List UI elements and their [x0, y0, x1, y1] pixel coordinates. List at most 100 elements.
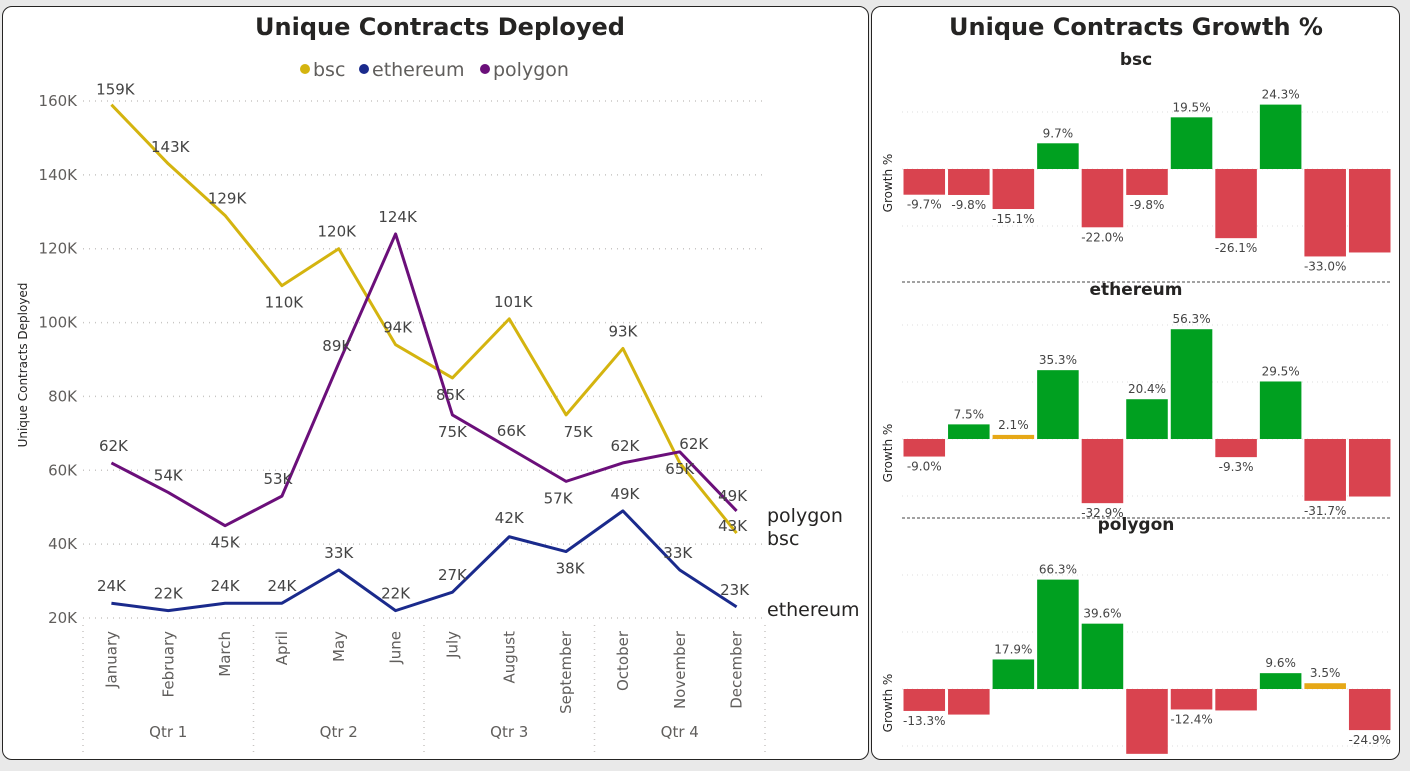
growth-bar[interactable]	[1081, 169, 1124, 228]
growth-panels: bsc Growth % -9.7% -9.8% -15.1% 9.7% -22.0% -9.…	[881, 50, 1392, 760]
growth-bar[interactable]	[992, 659, 1035, 689]
growth-bar-label: 2.1%	[998, 418, 1029, 432]
growth-bar-label: 24.3%	[1262, 88, 1300, 102]
data-label-bsc: 75K	[564, 423, 594, 441]
growth-bar[interactable]	[1348, 439, 1391, 497]
growth-bar[interactable]	[1259, 104, 1302, 169]
growth-bar[interactable]	[1126, 169, 1168, 195]
series-end-labels: bsc ethereum polygon	[767, 505, 860, 621]
growth-bar[interactable]	[992, 434, 1035, 439]
growth-panel-ethereum: ethereum Growth % -9.0% 7.5% 2.1% 35.3% -32.9%…	[881, 280, 1392, 520]
growth-bar[interactable]	[1304, 439, 1346, 501]
data-label-bsc: 143K	[151, 138, 191, 156]
growth-bar[interactable]	[1215, 689, 1257, 711]
y-tick-label: 120K	[39, 240, 79, 258]
data-label-polygon: 62K	[99, 437, 129, 455]
x-tick-label: May	[330, 631, 348, 662]
series-line-polygon[interactable]	[110, 232, 738, 528]
data-label-polygon: 124K	[378, 208, 418, 226]
series-line-bsc[interactable]	[110, 103, 738, 535]
growth-bar-label: 19.5%	[1172, 100, 1210, 114]
growth-bar[interactable]	[1037, 370, 1079, 439]
x-tick-label: July	[443, 631, 461, 659]
growth-bar-label: -9.7%	[907, 198, 942, 212]
growth-bar-label: 35.3%	[1039, 353, 1077, 367]
growth-bar[interactable]	[1304, 169, 1346, 257]
growth-bar-label: -15.1%	[992, 212, 1034, 226]
growth-bar-label: 39.6%	[1083, 607, 1121, 621]
data-label-bsc: 110K	[265, 294, 305, 312]
data-label-polygon: 66K	[497, 422, 527, 440]
growth-bar-label: -24.9%	[1349, 733, 1391, 747]
growth-bar[interactable]	[1215, 169, 1257, 239]
growth-bar[interactable]	[1037, 143, 1079, 169]
growth-bar[interactable]	[1348, 689, 1391, 731]
legend: bsc ethereum polygon	[300, 59, 569, 81]
growth-bar-label: 3.5%	[1310, 666, 1341, 680]
legend-ethereum-marker	[359, 64, 369, 74]
x-tick-label: October	[614, 630, 632, 691]
growth-axis-title: Growth %	[881, 674, 895, 733]
y-tick-label: 80K	[48, 387, 78, 405]
growth-axis-title: Growth %	[881, 154, 895, 213]
growth-bar[interactable]	[1170, 689, 1213, 710]
data-label-polygon: 57K	[544, 489, 574, 507]
legend-bsc[interactable]: bsc	[313, 59, 345, 81]
legend-polygon[interactable]: polygon	[493, 59, 569, 81]
data-label-ethereum: 27K	[438, 566, 468, 584]
growth-bar[interactable]	[1348, 169, 1391, 253]
growth-bar[interactable]	[1304, 683, 1346, 689]
series-line-ethereum[interactable]	[111, 509, 738, 613]
data-label-ethereum: 33K	[324, 544, 354, 562]
data-label-ethereum: 23K	[720, 581, 750, 599]
growth-bar-label: -22.0%	[1081, 230, 1123, 244]
growth-bar[interactable]	[948, 689, 990, 715]
growth-bar[interactable]	[1215, 439, 1257, 458]
growth-bar[interactable]	[1170, 329, 1213, 439]
x-axis: January February March April May June July Augu…	[82, 625, 766, 752]
growth-panel-bsc: bsc Growth % -9.7% -9.8% -15.1% 9.7% -22.0% -9.…	[881, 50, 1392, 283]
data-label-polygon: 62K	[610, 437, 640, 455]
data-label-bsc: 94K	[383, 319, 413, 337]
growth-bar-label: -33.0%	[1304, 259, 1346, 273]
legend-ethereum[interactable]: ethereum	[372, 59, 465, 81]
data-label-bsc: 101K	[494, 293, 534, 311]
growth-bar[interactable]	[1170, 117, 1213, 169]
growth-bar[interactable]	[992, 169, 1035, 210]
growth-bar[interactable]	[1259, 673, 1302, 689]
y-tick-label: 20K	[48, 609, 78, 627]
line-chart-title: Unique Contracts Deployed	[255, 13, 625, 41]
growth-bar[interactable]	[1259, 381, 1302, 439]
growth-panel-polygon: polygon Growth % -13.3% 17.9% 66.3% 39.6% -39.…	[881, 515, 1392, 760]
data-label-ethereum: 33K	[663, 544, 693, 562]
y-axis-title: Unique Contracts Deployed	[16, 283, 30, 448]
growth-bar-label: -9.8%	[1130, 198, 1165, 212]
x-tick-label: November	[671, 630, 689, 709]
growth-bar[interactable]	[903, 439, 946, 457]
growth-bar-label: -39.3%	[1126, 757, 1168, 760]
growth-bar-label: 7.5%	[954, 407, 985, 421]
growth-bar[interactable]	[1126, 399, 1168, 439]
growth-bar[interactable]	[1081, 439, 1124, 504]
x-tick-label: August	[500, 631, 518, 684]
x-tick-label: January	[102, 631, 120, 689]
growth-bar[interactable]	[903, 169, 946, 195]
growth-bar[interactable]	[1037, 579, 1079, 689]
growth-bar[interactable]	[948, 169, 990, 195]
data-label-ethereum: 38K	[556, 560, 586, 578]
data-label-polygon: 89K	[322, 337, 352, 355]
growth-bar-label: -31.7%	[1304, 504, 1346, 518]
legend-bsc-marker	[300, 64, 310, 74]
growth-bar-label: 56.3%	[1172, 312, 1210, 326]
growth-bar[interactable]	[1126, 689, 1168, 754]
data-label-bsc: 93K	[608, 322, 638, 340]
quarter-label: Qtr 3	[490, 723, 528, 741]
quarter-label: Qtr 2	[320, 723, 358, 741]
growth-bar[interactable]	[1081, 623, 1124, 689]
y-tick-label: 60K	[48, 461, 78, 479]
data-label-ethereum: 22K	[154, 585, 184, 603]
growth-bar[interactable]	[903, 689, 946, 711]
growth-bar[interactable]	[948, 424, 990, 439]
growth-bar-label: -12.4%	[1170, 712, 1212, 726]
data-label-ethereum: 22K	[381, 585, 411, 603]
